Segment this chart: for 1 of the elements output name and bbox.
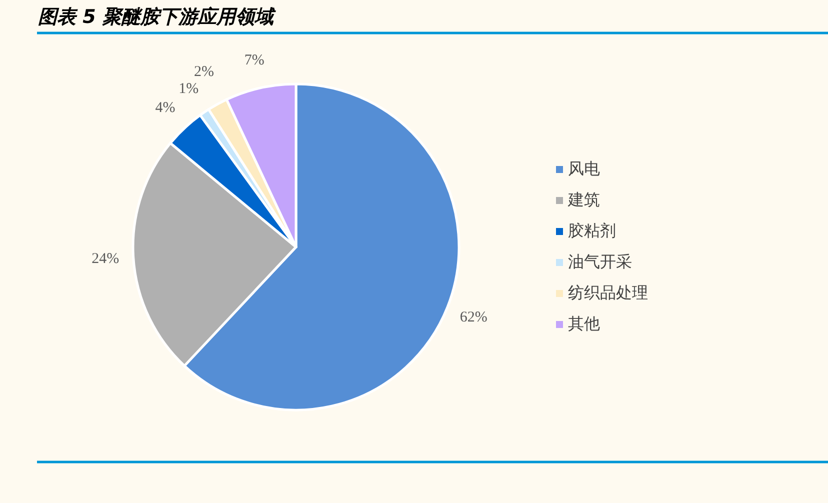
title: 图表 5 聚醚胺下游应用领域 [38,6,274,28]
